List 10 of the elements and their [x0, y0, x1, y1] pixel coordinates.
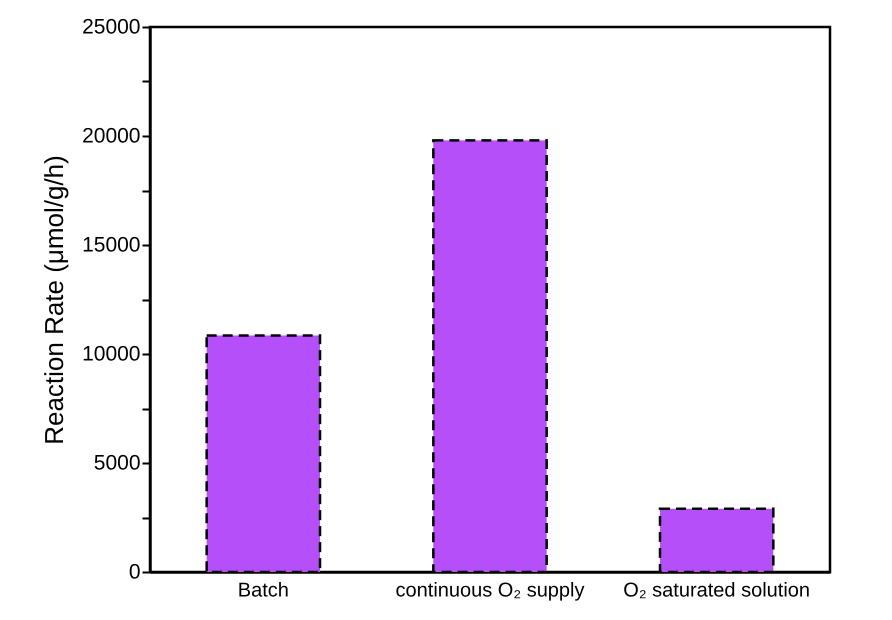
y-tick-label: 10000 [82, 342, 140, 366]
x-tick-label: Batch [238, 580, 289, 602]
x-tick-label: continuous O₂ supply [396, 580, 584, 602]
y-tick-label: 20000 [82, 124, 140, 148]
y-axis-title: Reaction Rate (μmol/g/h) [39, 155, 70, 445]
y-tick-label: 15000 [82, 234, 140, 256]
y-tick-label: 0 [128, 560, 140, 584]
y-tick-label: 25000 [82, 16, 140, 38]
x-tick-label: O₂ saturated solution [623, 580, 810, 602]
y-tick-label: 5000 [94, 452, 140, 474]
